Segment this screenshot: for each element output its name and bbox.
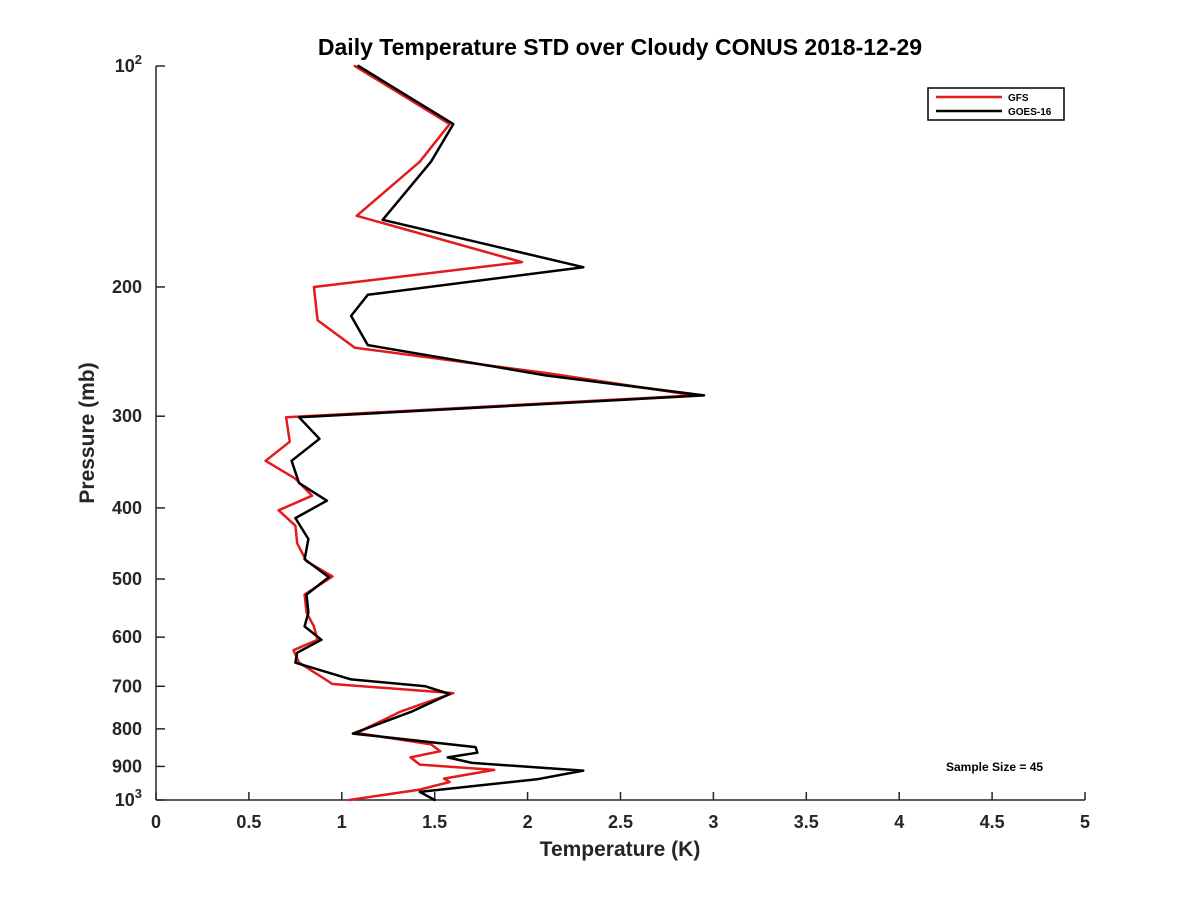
- y-tick-label: 600: [112, 627, 142, 647]
- x-tick-label: 5: [1080, 812, 1090, 832]
- chart-title: Daily Temperature STD over Cloudy CONUS …: [318, 34, 922, 60]
- y-tick-label: 102: [115, 52, 142, 76]
- y-tick-label: 400: [112, 498, 142, 518]
- x-tick-label: 0: [151, 812, 161, 832]
- y-axis-label: Pressure (mb): [76, 362, 99, 503]
- x-tick-label: 3.5: [794, 812, 819, 832]
- x-tick-label: 2: [523, 812, 533, 832]
- y-tick-label: 900: [112, 756, 142, 776]
- x-tick-label: 4: [894, 812, 904, 832]
- y-tick-label: 200: [112, 277, 142, 297]
- x-tick-label: 0.5: [236, 812, 261, 832]
- x-tick-label: 3: [708, 812, 718, 832]
- x-axis-label: Temperature (K): [540, 838, 701, 861]
- series-line-gfs: [264, 64, 697, 802]
- sample-size-annotation: Sample Size = 45: [946, 760, 1043, 774]
- x-tick-label: 1.5: [422, 812, 447, 832]
- y-tick-label: 103: [115, 786, 142, 810]
- y-tick-label: 800: [112, 719, 142, 739]
- x-tick-label: 2.5: [608, 812, 633, 832]
- series-line-goes16: [290, 64, 706, 802]
- legend-label-goes16: GOES-16: [1008, 107, 1052, 118]
- legend-box: [927, 87, 1065, 121]
- y-tick-label: 500: [112, 569, 142, 589]
- x-ticks: 0 0.5 1 1.5 2 2.5 3 3.5 4 4.5 5: [151, 792, 1090, 832]
- legend-label-gfs: GFS: [1008, 93, 1029, 104]
- legend: GFS GOES-16: [927, 87, 1065, 121]
- series-layer: [264, 64, 706, 802]
- x-tick-label: 1: [337, 812, 347, 832]
- y-tick-label: 300: [112, 406, 142, 426]
- y-ticks: 102 200 300 400 500 600 700 800 900 103: [112, 52, 165, 810]
- y-tick-label: 700: [112, 676, 142, 696]
- x-tick-label: 4.5: [980, 812, 1005, 832]
